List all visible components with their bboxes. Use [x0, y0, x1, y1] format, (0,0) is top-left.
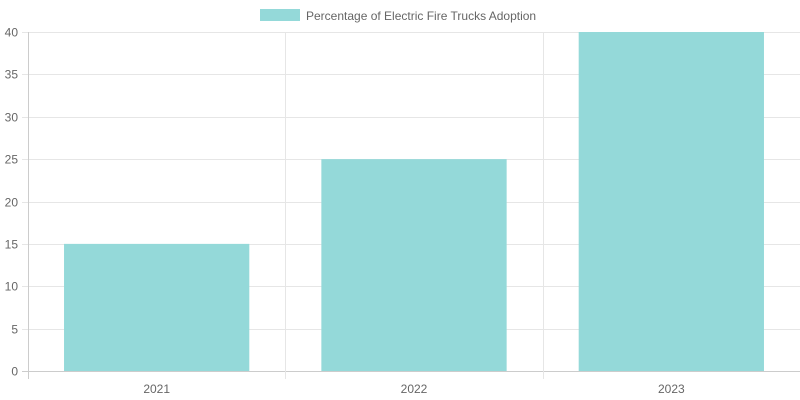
- y-tick-label: 10: [5, 280, 19, 294]
- legend-label[interactable]: Percentage of Electric Fire Trucks Adopt…: [306, 9, 536, 23]
- y-tick-label: 35: [5, 68, 19, 82]
- bar-2023[interactable]: [578, 32, 764, 371]
- bar-2022[interactable]: [321, 159, 507, 371]
- legend[interactable]: Percentage of Electric Fire Trucks Adopt…: [260, 9, 536, 23]
- y-tick-label: 25: [5, 153, 19, 167]
- legend-swatch[interactable]: [260, 9, 300, 21]
- y-axis-ticks: 0 5 10 15 20 25 30 35 40: [5, 26, 19, 379]
- x-tick-label: 2021: [143, 382, 170, 396]
- y-tick-label: 0: [11, 365, 18, 379]
- y-tick-label: 20: [5, 196, 19, 210]
- y-tick-label: 40: [5, 26, 19, 40]
- bars: [64, 32, 764, 371]
- y-tick-label: 30: [5, 111, 19, 125]
- x-tick-label: 2023: [658, 382, 685, 396]
- y-tick-label: 15: [5, 238, 19, 252]
- bar-2021[interactable]: [64, 243, 250, 371]
- x-axis-ticks: 2021 2022 2023: [143, 382, 685, 396]
- y-tick-label: 5: [11, 323, 18, 337]
- x-tick-label: 2022: [401, 382, 428, 396]
